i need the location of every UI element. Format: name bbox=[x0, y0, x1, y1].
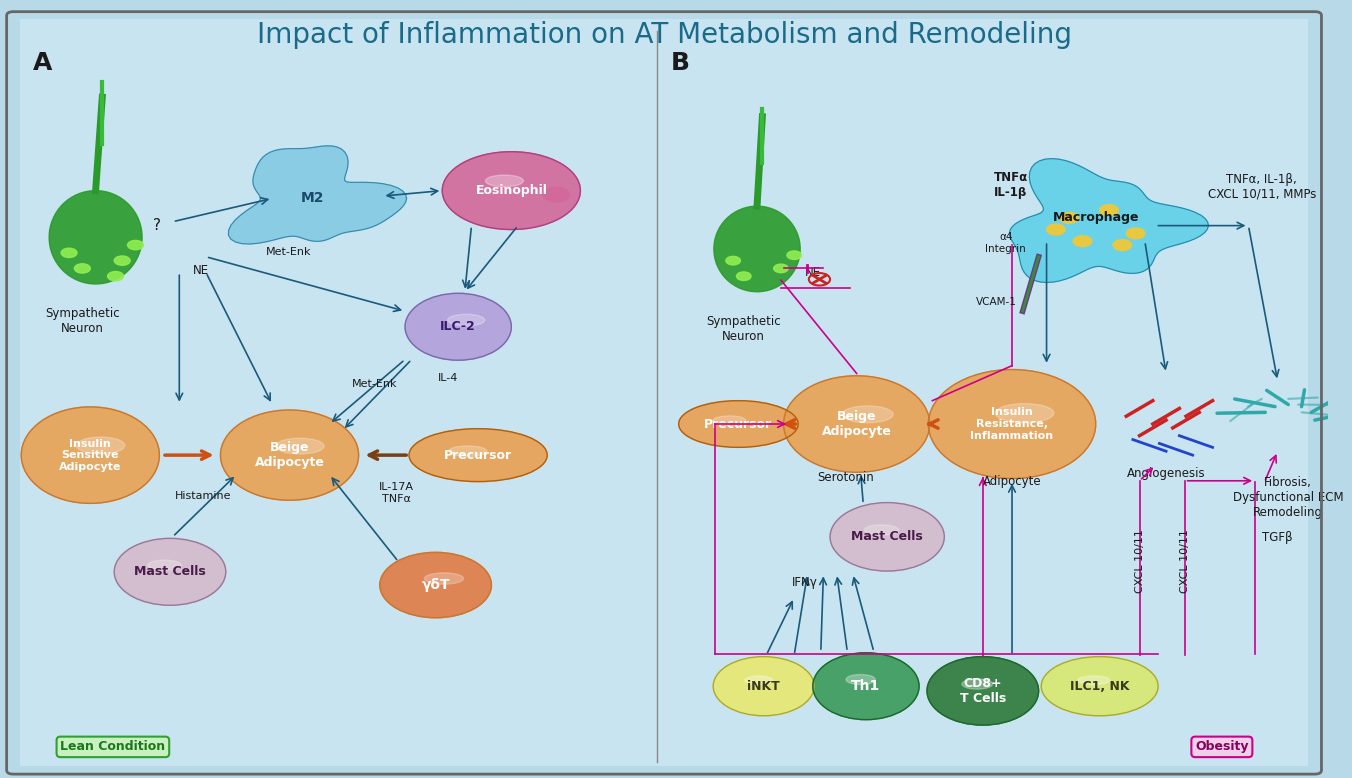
Ellipse shape bbox=[787, 251, 802, 260]
Ellipse shape bbox=[61, 248, 77, 258]
Text: Adipocyte: Adipocyte bbox=[983, 475, 1041, 489]
Text: CD8+
T Cells: CD8+ T Cells bbox=[960, 677, 1006, 705]
Text: Precursor: Precursor bbox=[704, 418, 772, 430]
Ellipse shape bbox=[1078, 676, 1110, 685]
Text: CXCL 10/11: CXCL 10/11 bbox=[1134, 529, 1145, 593]
Text: Mast Cells: Mast Cells bbox=[134, 566, 206, 578]
Ellipse shape bbox=[108, 272, 123, 281]
Ellipse shape bbox=[1126, 228, 1145, 239]
Text: TNFα
IL-1β: TNFα IL-1β bbox=[994, 171, 1028, 199]
Text: TGFβ: TGFβ bbox=[1261, 531, 1293, 544]
Text: Angiogenesis: Angiogenesis bbox=[1126, 467, 1206, 480]
Text: Precursor: Precursor bbox=[443, 449, 512, 461]
Text: B: B bbox=[671, 51, 690, 75]
Text: Sympathetic
Neuron: Sympathetic Neuron bbox=[707, 315, 781, 343]
Ellipse shape bbox=[276, 438, 324, 454]
Ellipse shape bbox=[406, 293, 511, 360]
Text: ILC1, NK: ILC1, NK bbox=[1069, 680, 1129, 692]
Ellipse shape bbox=[1041, 657, 1159, 716]
Text: IL-4: IL-4 bbox=[438, 373, 458, 384]
Text: IFNγ: IFNγ bbox=[791, 576, 818, 589]
Text: Lean Condition: Lean Condition bbox=[61, 741, 165, 753]
Ellipse shape bbox=[927, 657, 1038, 725]
Ellipse shape bbox=[410, 429, 548, 482]
Text: Sympathetic
Neuron: Sympathetic Neuron bbox=[45, 307, 120, 335]
Ellipse shape bbox=[713, 415, 746, 425]
Text: Histamine: Histamine bbox=[176, 492, 231, 502]
Text: Obesity: Obesity bbox=[1195, 741, 1249, 753]
Text: TNFα, IL-1β,
CXCL 10/11, MMPs: TNFα, IL-1β, CXCL 10/11, MMPs bbox=[1207, 173, 1315, 201]
Text: Beige
Adipocyte: Beige Adipocyte bbox=[822, 410, 891, 438]
Ellipse shape bbox=[784, 376, 930, 472]
Ellipse shape bbox=[929, 370, 1095, 478]
Text: CXCL 10/11: CXCL 10/11 bbox=[1180, 529, 1190, 593]
Ellipse shape bbox=[22, 407, 160, 503]
Ellipse shape bbox=[813, 653, 919, 720]
Ellipse shape bbox=[114, 538, 226, 605]
Ellipse shape bbox=[449, 446, 487, 457]
Ellipse shape bbox=[147, 560, 181, 570]
Text: γδT: γδT bbox=[422, 578, 450, 592]
Ellipse shape bbox=[1073, 236, 1091, 247]
Ellipse shape bbox=[425, 573, 464, 584]
Ellipse shape bbox=[726, 257, 741, 265]
Text: NE: NE bbox=[192, 264, 208, 277]
Text: Impact of Inflammation on AT Metabolism and Remodeling: Impact of Inflammation on AT Metabolism … bbox=[257, 21, 1072, 49]
Text: ILC-2: ILC-2 bbox=[441, 321, 476, 333]
Ellipse shape bbox=[773, 265, 788, 273]
Ellipse shape bbox=[74, 264, 91, 273]
Text: α4
Integrin: α4 Integrin bbox=[986, 233, 1026, 254]
Ellipse shape bbox=[995, 404, 1053, 422]
Text: Insulin
Sensitive
Adipocyte: Insulin Sensitive Adipocyte bbox=[59, 439, 122, 471]
Ellipse shape bbox=[380, 552, 491, 618]
Ellipse shape bbox=[1099, 205, 1118, 216]
Text: Macrophage: Macrophage bbox=[1052, 212, 1138, 224]
Ellipse shape bbox=[1113, 240, 1132, 251]
Text: Beige
Adipocyte: Beige Adipocyte bbox=[254, 441, 324, 469]
Ellipse shape bbox=[544, 187, 569, 202]
Ellipse shape bbox=[77, 437, 124, 454]
Ellipse shape bbox=[49, 191, 142, 284]
Text: A: A bbox=[34, 51, 53, 75]
Text: Fibrosis,
Dysfunctional ECM
Remodeling: Fibrosis, Dysfunctional ECM Remodeling bbox=[1233, 476, 1344, 519]
Ellipse shape bbox=[127, 240, 143, 250]
Ellipse shape bbox=[745, 676, 772, 685]
Ellipse shape bbox=[114, 256, 130, 265]
Text: Serotonin: Serotonin bbox=[817, 471, 873, 484]
Ellipse shape bbox=[448, 314, 485, 326]
Ellipse shape bbox=[714, 657, 814, 716]
Text: ?: ? bbox=[153, 218, 161, 233]
Polygon shape bbox=[1010, 159, 1209, 282]
Text: Mast Cells: Mast Cells bbox=[852, 531, 923, 543]
Text: NE: NE bbox=[804, 266, 821, 279]
Ellipse shape bbox=[485, 175, 523, 187]
Ellipse shape bbox=[442, 152, 580, 230]
Ellipse shape bbox=[1046, 224, 1065, 235]
Ellipse shape bbox=[961, 679, 992, 689]
Text: Th1: Th1 bbox=[852, 679, 880, 693]
Ellipse shape bbox=[714, 206, 800, 292]
Polygon shape bbox=[228, 145, 407, 244]
Text: IL-17A
TNFα: IL-17A TNFα bbox=[379, 482, 414, 504]
Text: M2: M2 bbox=[300, 191, 324, 205]
Ellipse shape bbox=[830, 503, 944, 571]
Ellipse shape bbox=[679, 401, 798, 447]
Ellipse shape bbox=[737, 272, 752, 281]
Text: Eosinophil: Eosinophil bbox=[476, 184, 548, 197]
Ellipse shape bbox=[1060, 212, 1079, 223]
Text: VCAM-1: VCAM-1 bbox=[976, 297, 1017, 307]
Text: Insulin
Resistance,
Inflammation: Insulin Resistance, Inflammation bbox=[971, 408, 1053, 440]
Ellipse shape bbox=[842, 406, 894, 422]
Text: Met-Enk: Met-Enk bbox=[265, 247, 311, 258]
FancyBboxPatch shape bbox=[20, 19, 1309, 766]
Text: iNKT: iNKT bbox=[748, 680, 780, 692]
Ellipse shape bbox=[864, 525, 899, 535]
Ellipse shape bbox=[220, 410, 358, 500]
Ellipse shape bbox=[846, 675, 875, 685]
Text: Met-Enk: Met-Enk bbox=[352, 379, 397, 389]
